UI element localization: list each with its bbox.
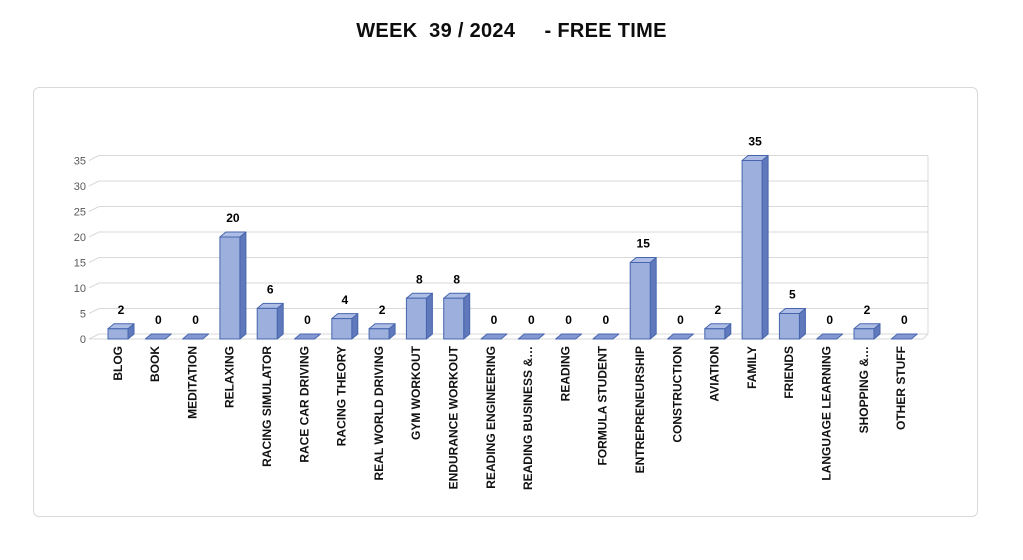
bar-side-face [239, 231, 247, 340]
x-tick-label: CONSTRUCTION [670, 346, 684, 443]
bar-side-face [463, 292, 471, 340]
x-tick-label: OTHER STUFF [894, 346, 908, 430]
bar-value-label: 0 [528, 313, 535, 327]
y-tick-label: 10 [74, 283, 86, 295]
x-tick-label: READING [558, 346, 572, 401]
bar-zero [667, 333, 694, 340]
bar-zero [144, 333, 172, 340]
x-tick-label: ENTREPRENEURSHIP [633, 346, 647, 473]
y-tick-label: 5 [80, 308, 86, 320]
x-axis-corner [922, 333, 929, 340]
y-tick-label: 30 [74, 181, 86, 193]
bar-value-label: 0 [304, 313, 311, 327]
bar-side-face [761, 155, 769, 340]
x-tick-label: RELAXING [223, 346, 237, 408]
bar-value-label: 8 [453, 272, 460, 286]
x-tick-label: RACING THEORY [335, 346, 349, 446]
bar [741, 160, 763, 340]
x-tick-label: FORMULA STUDENT [596, 345, 610, 465]
bar-zero [517, 333, 545, 340]
bar-value-label: 35 [748, 135, 762, 149]
chart-title: WEEK 39 / 2024 - FREE TIME [356, 20, 667, 42]
bar-value-label: 2 [379, 303, 386, 317]
bar-zero [592, 333, 620, 340]
bar [704, 328, 726, 340]
gridline-perspective-tick [88, 206, 100, 212]
y-tick-label: 20 [74, 232, 86, 244]
x-tick-label: GYM WORKOUT [409, 345, 423, 440]
x-tick-label: RACING SIMULATOR [260, 346, 274, 467]
x-tick-label: BOOK [148, 346, 162, 382]
bar-value-label: 0 [192, 313, 199, 327]
y-tick-label: 35 [74, 155, 86, 167]
bar-side-face [649, 257, 657, 340]
bar-value-label: 0 [603, 313, 610, 327]
bar-value-label: 2 [714, 303, 721, 317]
gridline-perspective-tick [88, 257, 100, 263]
bar-side-face [425, 292, 433, 340]
bar-value-label: 0 [826, 313, 833, 327]
bar-value-label: 2 [118, 303, 125, 317]
bar-zero [816, 333, 844, 340]
x-tick-label: REAL WORLD DRIVING [372, 346, 386, 480]
bar [331, 318, 353, 340]
bar [629, 262, 651, 340]
bar-zero [890, 333, 918, 340]
gridline-perspective-tick [88, 155, 100, 161]
y-tick-label: 15 [74, 257, 86, 269]
bar-zero [294, 333, 321, 340]
x-tick-label: LANGUAGE LEARNING [820, 346, 834, 481]
bar [219, 236, 241, 340]
bar-value-label: 0 [155, 313, 162, 327]
gridline-perspective-tick [88, 180, 100, 187]
x-tick-label: READING BUSINESS &… [521, 346, 535, 490]
x-tick-label: FAMILY [745, 346, 759, 389]
gridline-perspective-tick [88, 308, 100, 314]
x-tick-label: ENDURANCE WORKOUT [447, 345, 461, 489]
x-tick-label: FRIENDS [782, 346, 796, 399]
bar-value-label: 5 [789, 288, 796, 302]
bar-value-label: 0 [677, 313, 684, 327]
x-tick-label: BLOG [111, 346, 125, 381]
bar-value-label: 0 [491, 313, 498, 327]
plot-area: 051015202530352BLOG0BOOK0MEDITATION20REL… [74, 135, 929, 490]
bar [853, 328, 875, 340]
x-tick-label: RACE CAR DRIVING [297, 346, 311, 463]
gridline-perspective-tick [88, 231, 100, 238]
bar-value-label: 15 [637, 237, 651, 251]
bar-zero [555, 333, 583, 340]
x-tick-label: SHOPPING &… [857, 346, 871, 433]
bar-side-face [276, 302, 284, 340]
y-tick-label: 25 [74, 206, 86, 218]
gridline-perspective-tick [88, 282, 100, 289]
bar-value-label: 0 [901, 313, 908, 327]
bar [443, 297, 465, 340]
x-tick-label: MEDITATION [185, 346, 199, 419]
bar [778, 313, 800, 340]
bar-value-label: 4 [341, 293, 348, 307]
y-tick-label: 0 [80, 334, 86, 346]
bar [405, 297, 427, 340]
gridline-perspective-tick [88, 333, 100, 340]
bar-value-label: 2 [864, 303, 871, 317]
bar [368, 328, 390, 340]
bar-zero [182, 333, 210, 340]
chart-frame: 0 5 10 15 20 25 30 35 2 BLOG 0 BOOK 0 MEDITATION 20 REL… [33, 87, 978, 517]
bar-value-label: 20 [226, 211, 240, 225]
bar [256, 307, 278, 340]
bar-value-label: 8 [416, 272, 423, 286]
bar [107, 328, 129, 340]
bar-zero [480, 333, 508, 340]
x-tick-label: AVIATION [708, 346, 722, 402]
bar-value-label: 6 [267, 283, 274, 297]
bar-value-label: 0 [565, 313, 572, 327]
x-tick-label: READING ENGINEERING [484, 346, 498, 489]
